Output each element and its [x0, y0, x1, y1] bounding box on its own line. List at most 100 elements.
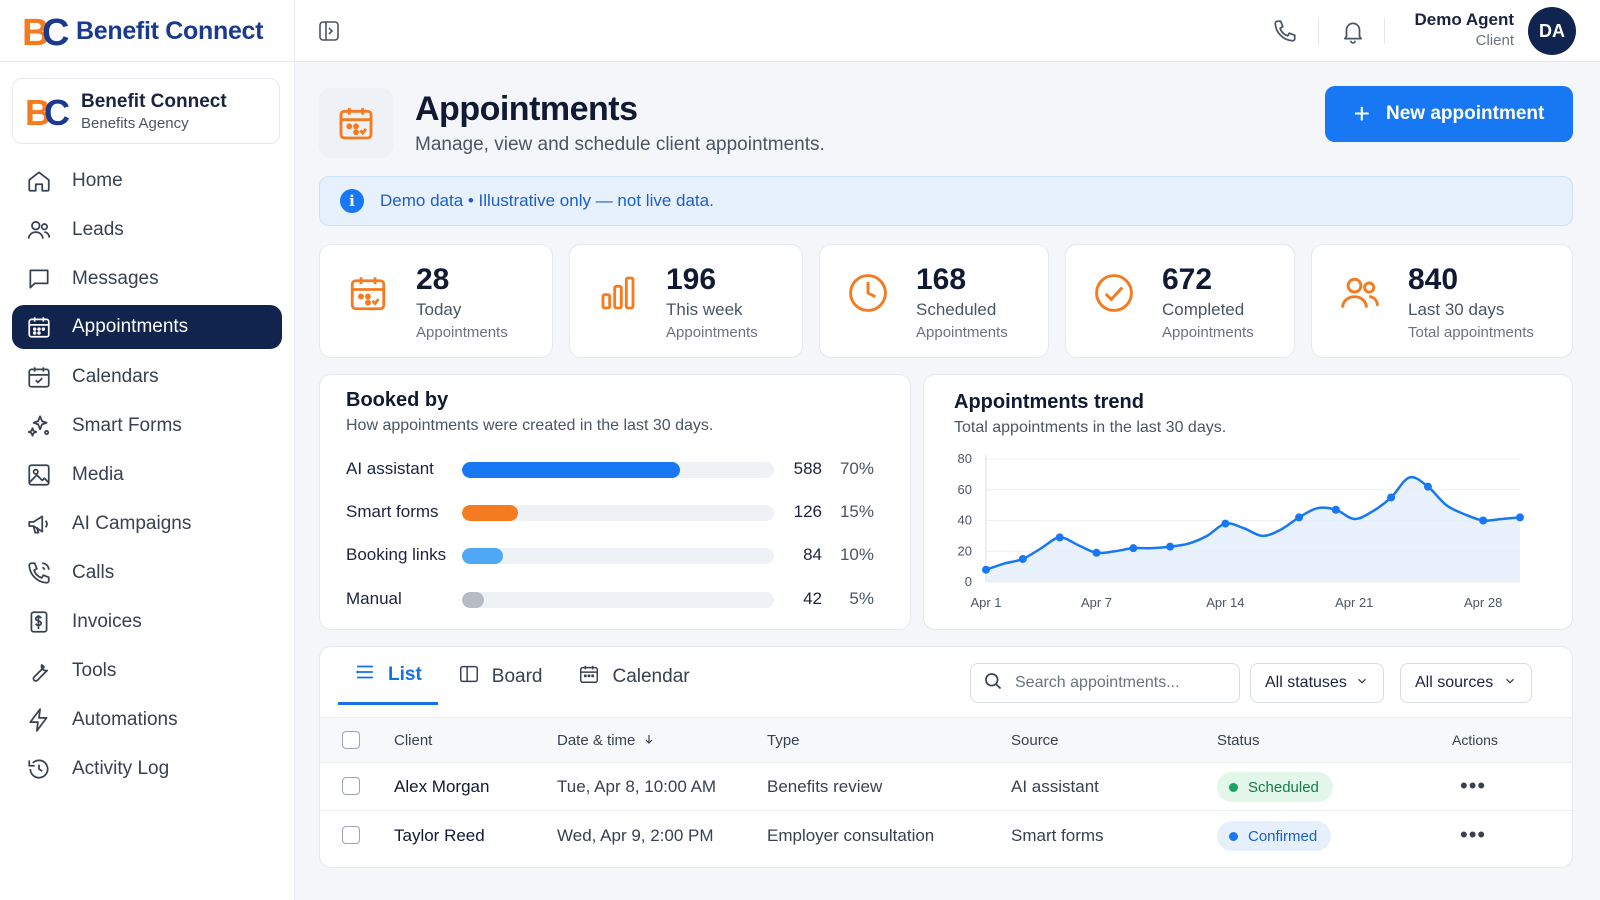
search-input[interactable]: [1015, 674, 1225, 692]
cell-client[interactable]: Alex Morgan: [394, 777, 490, 796]
avatar[interactable]: DA: [1528, 7, 1576, 55]
org-switcher[interactable]: B C Benefit Connect Benefits Agency: [12, 78, 280, 144]
sidebar-item-invoices[interactable]: Invoices: [12, 597, 282, 646]
booked-by-bar-track: [462, 592, 774, 608]
booked-by-bar-track: [462, 462, 774, 478]
trend-chart: 0 20 40 60 80 Apr 1 Apr 7 Apr 14 Apr 21 Apr 28: [958, 451, 1524, 610]
phone-icon[interactable]: [1272, 18, 1298, 44]
column-header-status[interactable]: Status: [1217, 732, 1260, 749]
status-filter-select[interactable]: All statuses: [1250, 663, 1384, 703]
user-menu[interactable]: Demo Agent Client: [1415, 10, 1515, 49]
sidebar-item-activity-log[interactable]: Activity Log: [12, 744, 282, 793]
sidebar-item-media[interactable]: Media: [12, 450, 282, 499]
booked-by-label: Manual: [346, 589, 402, 608]
cell-type: Employer consultation: [767, 826, 935, 845]
sidebar-toggle-icon[interactable]: [318, 20, 340, 42]
sidebar-item-label: Media: [72, 463, 124, 485]
sidebar-item-appointments[interactable]: Appointments: [12, 305, 282, 349]
sidebar-item-smart-forms[interactable]: Smart Forms: [12, 401, 282, 450]
row-checkbox[interactable]: [342, 777, 360, 795]
stat-sublabel: Appointments: [666, 324, 758, 341]
booked-by-title: Booked by: [346, 389, 449, 411]
stat-card-last-30-days[interactable]: 840 Last 30 days Total appointments: [1311, 244, 1573, 358]
org-logo-icon: B C: [25, 92, 70, 130]
bell-icon[interactable]: [1340, 18, 1366, 44]
message-icon: [26, 266, 52, 292]
sidebar-item-home[interactable]: Home: [12, 156, 282, 205]
page-subtitle: Manage, view and schedule client appoint…: [415, 134, 825, 155]
status-badge: Confirmed: [1217, 821, 1332, 851]
sidebar-item-messages[interactable]: Messages: [12, 254, 282, 303]
stat-card-this-week[interactable]: 196 This week Appointments: [569, 244, 803, 358]
brand[interactable]: B C Benefit Connect: [22, 12, 263, 50]
table-row[interactable]: Alex Morgan Tue, Apr 8, 10:00 AM Benefit…: [320, 763, 1572, 811]
stat-card-today[interactable]: 28 Today Appointments: [319, 244, 553, 358]
booked-by-subtitle: How appointments were created in the las…: [346, 417, 714, 434]
booked-by-percent: 15%: [839, 502, 874, 521]
table-header: Client Date & time Type Source Status Ac…: [320, 717, 1572, 763]
sidebar-item-ai-campaigns[interactable]: AI Campaigns: [12, 499, 282, 548]
sidebar-item-label: Automations: [72, 708, 178, 730]
more-actions-icon[interactable]: •••: [1460, 773, 1487, 798]
bolt-icon: [26, 707, 52, 733]
view-tabs: List Board Calendar: [338, 647, 710, 707]
calendar-icon: [26, 314, 52, 340]
source-filter-select[interactable]: All sources: [1400, 663, 1532, 703]
sidebar-item-leads[interactable]: Leads: [12, 205, 282, 254]
x-tick-label: Apr 28: [1464, 595, 1502, 610]
column-header-datetime[interactable]: Date & time: [557, 732, 655, 749]
select-all-checkbox[interactable]: [342, 731, 360, 749]
sidebar-item-calendars[interactable]: Calendars: [12, 352, 282, 401]
sidebar-item-label: Activity Log: [72, 757, 170, 779]
megaphone-icon: [26, 511, 52, 537]
x-tick-label: Apr 7: [1081, 595, 1112, 610]
calendar-icon: [319, 88, 393, 158]
sidebar-item-automations[interactable]: Automations: [12, 695, 282, 744]
column-header-client[interactable]: Client: [394, 732, 433, 749]
booked-by-percent: 10%: [839, 545, 874, 564]
trend-point: [1166, 542, 1175, 551]
sidebar-item-label: Invoices: [72, 610, 142, 632]
booked-by-row: Booking links 84 10%: [346, 545, 886, 567]
sidebar-item-tools[interactable]: Tools: [12, 646, 282, 695]
tab-calendar[interactable]: Calendar: [562, 647, 705, 707]
tab-label: Board: [491, 666, 543, 687]
sparkle-icon: [26, 413, 52, 439]
cell-client[interactable]: Taylor Reed: [394, 826, 485, 845]
sidebar-item-label: Calendars: [72, 365, 159, 387]
row-checkbox[interactable]: [342, 826, 360, 844]
main-content: Appointments Manage, view and schedule c…: [295, 62, 1600, 900]
wrench-icon: [26, 658, 52, 684]
source-filter-value: All sources: [1415, 674, 1494, 691]
table-row[interactable]: Taylor Reed Wed, Apr 9, 2:00 PM Employer…: [320, 812, 1572, 860]
search-field[interactable]: [970, 663, 1240, 703]
stat-value: 168: [916, 263, 967, 296]
sidebar-item-label: Appointments: [72, 316, 189, 337]
sidebar-item-label: Home: [72, 169, 123, 191]
chevron-down-icon: [1355, 674, 1369, 693]
column-header-source[interactable]: Source: [1011, 732, 1059, 749]
arrow-down-icon: [643, 732, 655, 749]
trend-point: [1221, 519, 1230, 528]
tab-list[interactable]: List: [338, 647, 438, 705]
status-dot-icon: [1229, 831, 1238, 841]
clock-icon: [846, 271, 890, 315]
column-header-actions: Actions: [1452, 732, 1498, 748]
tab-label: Calendar: [612, 666, 690, 687]
column-header-type[interactable]: Type: [767, 732, 800, 749]
check-circle-icon: [1092, 271, 1136, 315]
stat-card-completed[interactable]: 672 Completed Appointments: [1065, 244, 1295, 358]
booked-by-label: Smart forms: [346, 502, 439, 521]
stat-card-scheduled[interactable]: 168 Scheduled Appointments: [819, 244, 1049, 358]
booked-by-bar: [462, 548, 503, 564]
new-appointment-button[interactable]: + New appointment: [1325, 86, 1573, 142]
sidebar-item-calls[interactable]: Calls: [12, 548, 282, 597]
status-label: Scheduled: [1248, 778, 1319, 796]
more-actions-icon[interactable]: •••: [1460, 822, 1487, 847]
image-icon: [26, 462, 52, 488]
appointments-trend-card: Appointments trend Total appointments in…: [923, 374, 1573, 630]
brand-name: Benefit Connect: [76, 16, 264, 45]
tab-board[interactable]: Board: [442, 647, 559, 707]
booked-by-row: AI assistant 588 70%: [346, 459, 886, 481]
sidebar-nav: Home Leads Messages Appointments Calenda…: [12, 156, 282, 793]
